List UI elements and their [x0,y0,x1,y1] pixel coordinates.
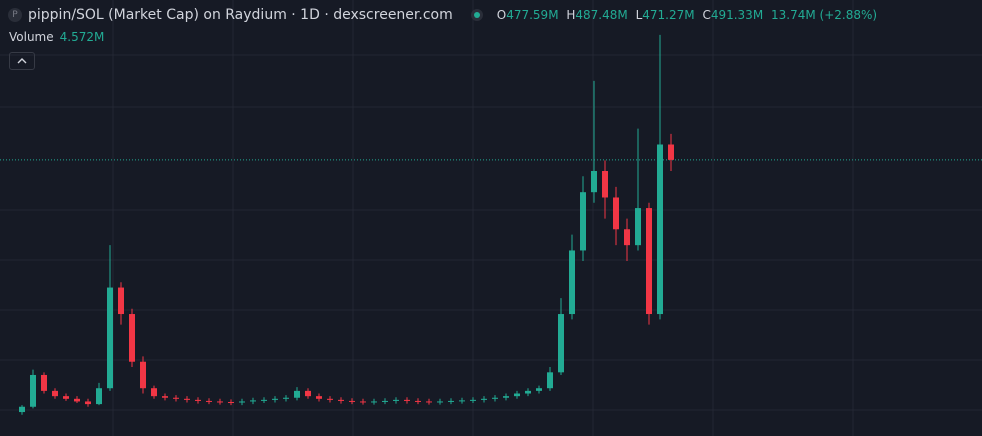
candle-body [239,401,245,403]
ohlc-key: L [635,8,643,22]
candle-body [206,400,212,402]
candle-body [657,144,663,315]
candle-body [305,390,311,397]
candle-body [140,361,146,389]
candle-body [437,401,443,403]
title: pippin/SOL (Market Cap) on Raydium · 1D … [28,7,453,23]
candle-body [668,144,674,160]
candle-body [547,372,553,389]
volume: Volume 4.572M [9,30,108,44]
candle-body [536,388,542,391]
candle-body [107,287,113,389]
volume-value: 4.572M [59,30,105,44]
status-dot [470,9,483,21]
candle-body [184,398,190,400]
candle-body [525,390,531,394]
ohlc-value: 487.48M [575,8,628,22]
volume-label: Volume [9,30,54,44]
candle-body [448,400,454,402]
candle-body [338,399,344,401]
candle-body [415,400,421,402]
candle-body [63,396,69,399]
candle-body [514,393,520,397]
candle-body [316,396,322,399]
change: 13.74M (+2.88%) [771,8,878,22]
candle-body [74,398,80,402]
ohlc: O477.59M H487.48M L471.27M C491.33M 13.7… [497,8,881,22]
candle-body [371,401,377,403]
collapse-button[interactable] [9,52,35,70]
ohlc-value: 491.33M [710,8,764,22]
candle-body [503,396,509,398]
candle-body [217,401,223,403]
candle-body [19,406,25,413]
candle-body [492,397,498,399]
candle-body [569,250,575,315]
candle-body [294,390,300,398]
candle-body [591,170,597,193]
candle-body [635,208,641,246]
candle-body [162,396,168,398]
candle-body [30,374,36,407]
candle-body [151,388,157,397]
ohlc-key: O [496,8,507,22]
candle-body [85,401,91,405]
logo: P [8,8,22,22]
candle-body [195,399,201,401]
candle-body [118,287,124,315]
candle-body [173,397,179,399]
candle-body [349,400,355,402]
candle-body [52,390,58,397]
candle-body [129,314,135,362]
candle-body [228,401,234,403]
header: P pippin/SOL (Market Cap) on Raydium · 1… [8,5,881,25]
ohlc-key: H [566,8,576,22]
candle-body [382,400,388,402]
candle-body [261,399,267,401]
candle-body [272,398,278,400]
candle-body [393,399,399,401]
candle-body [558,314,564,373]
candle-body [404,399,410,401]
candle-body [580,192,586,251]
candle-body [481,398,487,400]
candle-body [426,401,432,403]
candle-body [470,399,476,401]
candle-body [360,401,366,403]
candle-body [646,208,652,315]
ohlc-value: 477.59M [506,8,559,22]
candle-body [41,374,47,391]
candle-body [283,397,289,399]
ohlc-value: 471.27M [642,8,695,22]
ohlc-key: C [702,8,711,22]
candle-body [624,229,630,246]
candle-body [613,197,619,230]
candle-body [459,400,465,402]
candle-body [602,170,608,198]
chevron-icon [17,58,27,64]
candle-body [327,398,333,400]
candle-body [250,400,256,402]
candle-body [96,388,102,405]
